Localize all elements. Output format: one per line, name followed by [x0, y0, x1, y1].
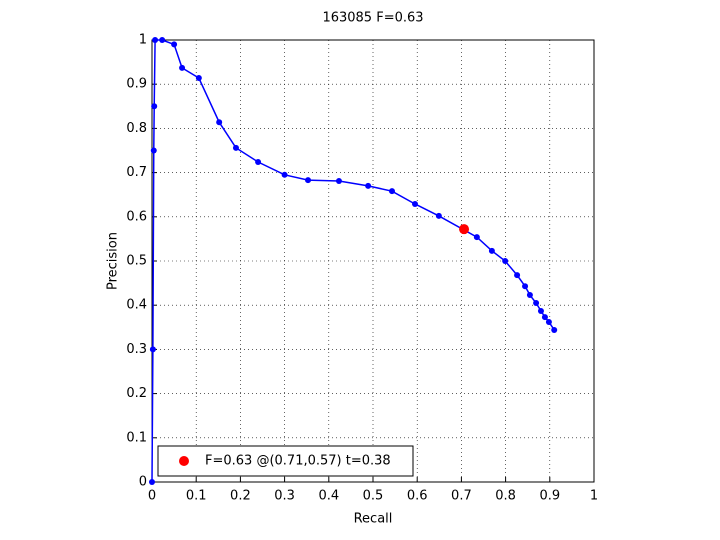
data-point	[150, 147, 157, 154]
y-axis-label: Precision	[106, 232, 121, 290]
x-tick-label: 0.9	[539, 489, 560, 504]
x-tick-label: 0.1	[186, 489, 207, 504]
x-tick-label: 1	[590, 489, 598, 504]
y-tick-label: 0.7	[126, 165, 147, 180]
chart-title: 163085 F=0.63	[322, 11, 423, 26]
legend-label: F=0.63 @(0.71,0.57) t=0.38	[205, 454, 391, 469]
data-point	[488, 247, 495, 254]
x-tick-label: 0.2	[230, 489, 251, 504]
data-point	[195, 75, 202, 82]
data-point	[335, 177, 342, 184]
data-point	[151, 103, 158, 110]
x-tick-label: 0.5	[363, 489, 384, 504]
y-tick-label: 0.1	[126, 430, 147, 445]
x-tick-label: 0.3	[274, 489, 295, 504]
y-tick-label: 0	[139, 475, 147, 490]
x-tick-label: 0	[148, 489, 156, 504]
x-tick-label: 0.7	[451, 489, 472, 504]
data-point	[152, 37, 159, 43]
legend-box	[157, 445, 414, 477]
data-point	[537, 307, 544, 314]
data-point	[171, 41, 178, 48]
y-tick-label: 0.9	[126, 77, 147, 92]
data-point	[216, 119, 223, 126]
y-tick-label: 0.8	[126, 121, 147, 136]
y-tick-label: 0.2	[126, 386, 147, 401]
y-tick-label: 0.4	[126, 298, 147, 313]
data-point	[533, 299, 540, 306]
x-tick-label: 0.6	[407, 489, 428, 504]
x-tick-label: 0.4	[318, 489, 339, 504]
x-axis-label: Recall	[354, 512, 393, 527]
data-point	[473, 234, 480, 241]
data-point	[502, 258, 509, 264]
data-point	[545, 318, 552, 325]
highlight-point	[459, 224, 470, 235]
data-point	[149, 479, 155, 485]
y-tick-label: 0.6	[126, 209, 147, 224]
data-point	[179, 64, 186, 71]
data-point	[522, 283, 529, 290]
data-point	[514, 272, 521, 279]
data-point	[232, 144, 239, 151]
x-tick-label: 0.8	[495, 489, 516, 504]
plot-frame	[151, 39, 595, 483]
data-point	[435, 212, 442, 219]
data-point	[389, 188, 396, 195]
data-point	[255, 158, 262, 165]
data-point	[365, 182, 372, 189]
y-tick-label: 1	[139, 33, 147, 48]
data-point	[541, 314, 548, 321]
data-point	[526, 292, 533, 299]
legend-marker	[179, 456, 189, 466]
data-point	[159, 37, 166, 43]
data-point	[551, 326, 558, 333]
data-point	[305, 177, 312, 184]
y-tick-label: 0.5	[126, 254, 147, 269]
data-point	[281, 171, 288, 178]
data-point	[411, 200, 418, 207]
data-point	[149, 346, 156, 353]
y-tick-label: 0.3	[126, 342, 147, 357]
